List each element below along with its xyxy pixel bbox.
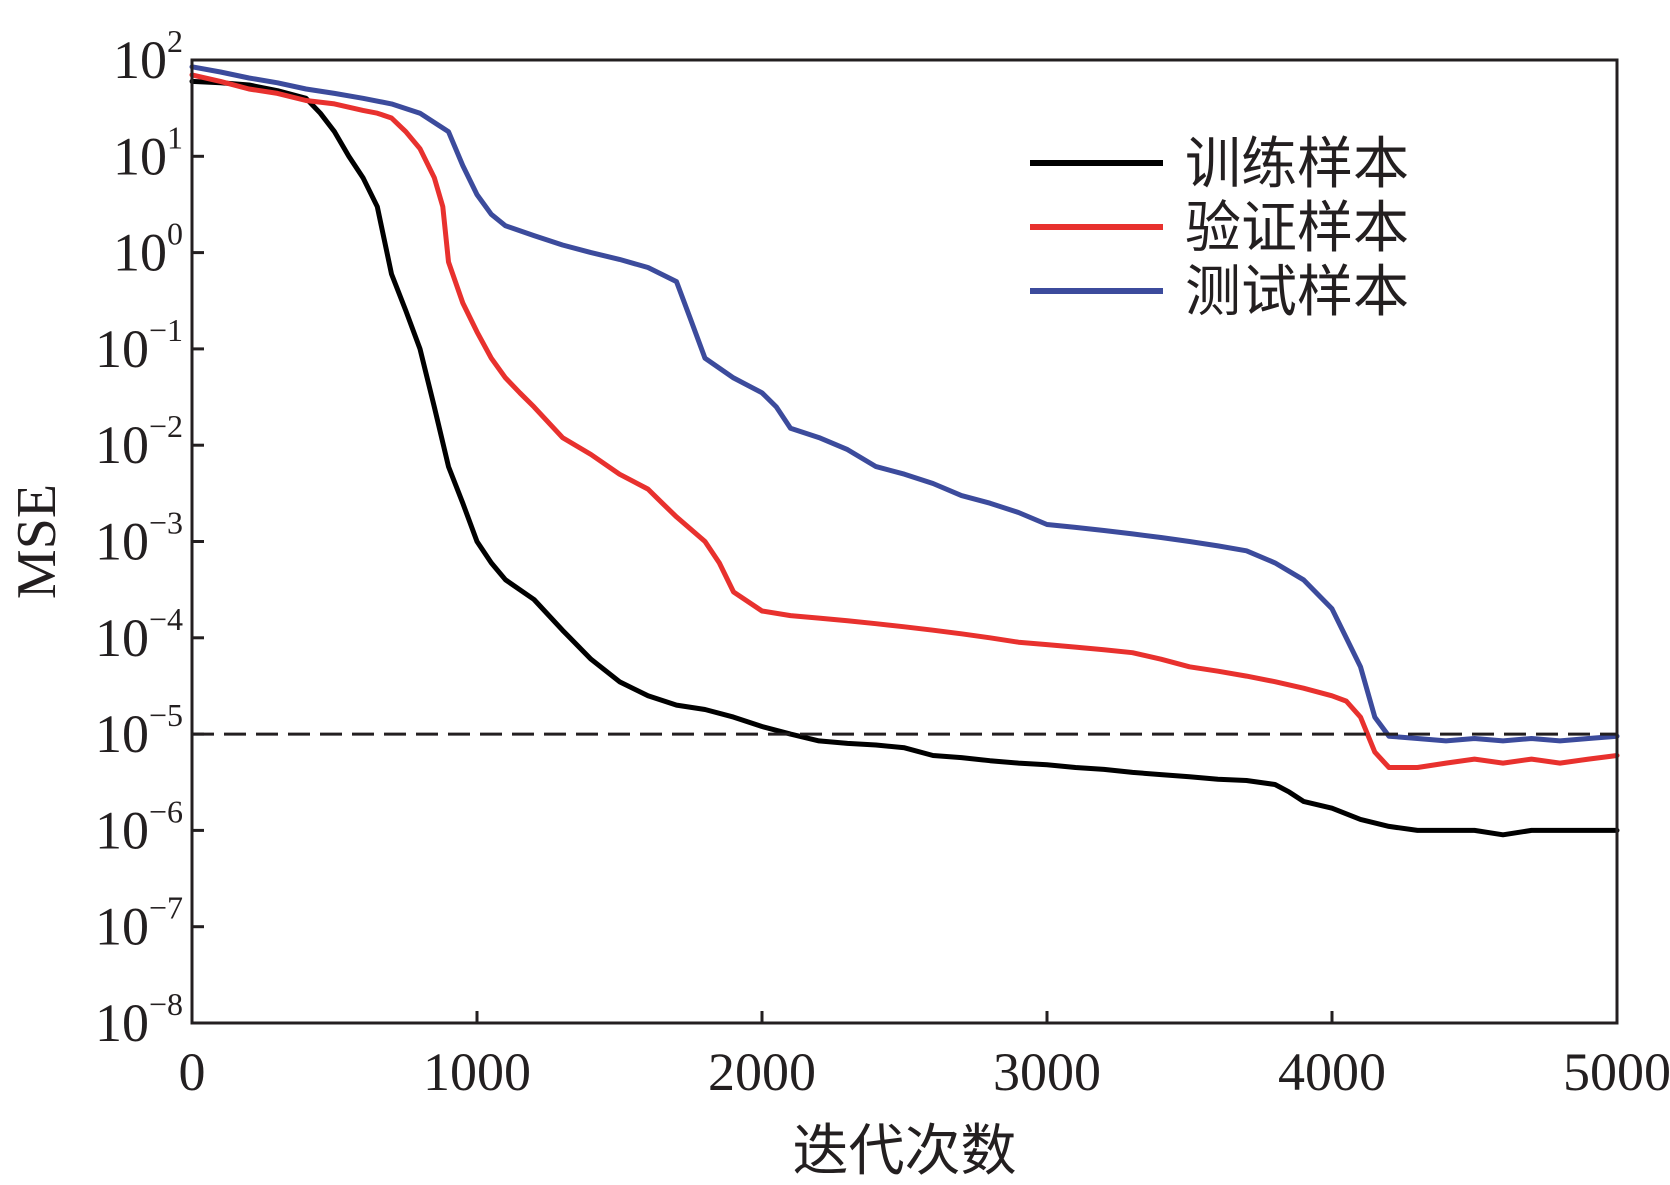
legend-label-1: 训练样本 [1185,132,1409,197]
x-tick-label: 4000 [1278,1042,1386,1102]
legend-label-3: 测试样本 [1185,260,1409,325]
y-tick-label: 10−3 [95,505,183,572]
y-tick-label: 10−4 [95,601,183,668]
x-tick-label: 1000 [423,1042,531,1102]
y-tick-label: 10−2 [95,408,183,475]
x-tick-label: 3000 [993,1042,1101,1102]
axes-layer: 0 1000 2000 3000 4000 5000 102 101 100 10−1 10−2 10… [95,23,1670,1102]
y-tick-label: 10−6 [95,793,183,860]
y-tick-label: 102 [113,23,183,90]
x-axis-title: 迭代次数 [793,1121,1017,1183]
series-layer [189,64,1620,838]
legend-label-2: 验证样本 [1185,196,1409,261]
series-line-2 [189,72,1620,770]
y-tick-label: 101 [113,119,183,186]
x-tick-label: 0 [179,1042,206,1102]
y-axis-title: MSE [6,484,68,599]
series-line-3 [189,64,1620,744]
y-tick-label: 100 [113,216,183,283]
series-line-1 [189,78,1620,838]
x-tick-label: 2000 [708,1042,816,1102]
y-tick-label: 10−5 [95,697,183,764]
x-tick-label: 5000 [1563,1042,1670,1102]
y-tick-label: 10−8 [95,986,183,1053]
y-tick-label: 10−7 [95,890,183,957]
y-tick-label: 10−1 [95,312,183,379]
